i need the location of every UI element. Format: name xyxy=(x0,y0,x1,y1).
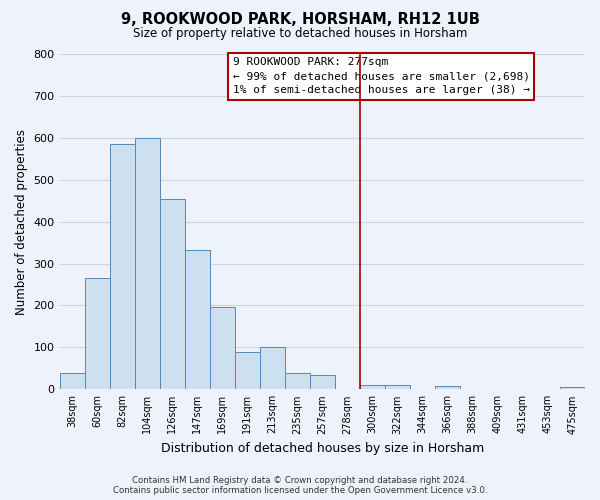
Bar xyxy=(110,144,134,390)
X-axis label: Distribution of detached houses by size in Horsham: Distribution of detached houses by size … xyxy=(161,442,484,455)
Bar xyxy=(360,385,385,390)
Bar xyxy=(435,386,460,390)
Bar xyxy=(185,250,209,390)
Bar xyxy=(59,374,85,390)
Text: Size of property relative to detached houses in Horsham: Size of property relative to detached ho… xyxy=(133,28,467,40)
Bar xyxy=(560,387,585,390)
Text: 9, ROOKWOOD PARK, HORSHAM, RH12 1UB: 9, ROOKWOOD PARK, HORSHAM, RH12 1UB xyxy=(121,12,479,28)
Bar xyxy=(310,376,335,390)
Y-axis label: Number of detached properties: Number of detached properties xyxy=(15,128,28,314)
Bar xyxy=(285,374,310,390)
Bar xyxy=(160,200,185,390)
Text: 9 ROOKWOOD PARK: 277sqm
← 99% of detached houses are smaller (2,698)
1% of semi-: 9 ROOKWOOD PARK: 277sqm ← 99% of detache… xyxy=(233,58,530,96)
Bar xyxy=(209,307,235,390)
Bar xyxy=(134,138,160,390)
Text: Contains HM Land Registry data © Crown copyright and database right 2024.
Contai: Contains HM Land Registry data © Crown c… xyxy=(113,476,487,495)
Bar xyxy=(85,278,110,390)
Bar xyxy=(235,352,260,390)
Bar xyxy=(260,348,285,390)
Bar xyxy=(385,384,410,390)
